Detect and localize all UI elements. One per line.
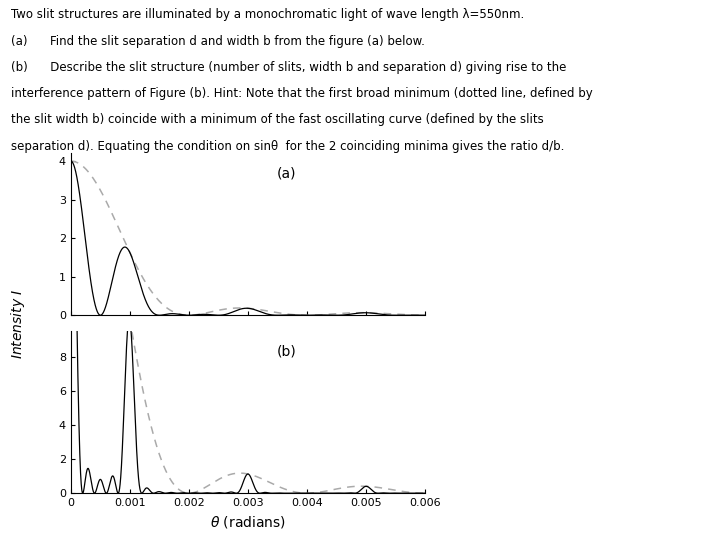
Text: separation d). Equating the condition on sinθ  for the 2 coinciding minima gives: separation d). Equating the condition on… xyxy=(11,140,564,153)
Text: (b)      Describe the slit structure (number of slits, width b and separation d): (b) Describe the slit structure (number … xyxy=(11,61,566,74)
Text: interference pattern of Figure (b). Hint: Note that the first broad minimum (dot: interference pattern of Figure (b). Hint… xyxy=(11,87,593,100)
Text: Intensity $I$: Intensity $I$ xyxy=(9,288,27,358)
X-axis label: $\theta$ (radians): $\theta$ (radians) xyxy=(210,513,286,529)
Text: the slit width b) coincide with a minimum of the fast oscillating curve (defined: the slit width b) coincide with a minimu… xyxy=(11,113,543,127)
Text: (a): (a) xyxy=(277,167,296,180)
Text: Two slit structures are illuminated by a monochromatic light of wave length λ=55: Two slit structures are illuminated by a… xyxy=(11,8,524,21)
Text: (a)      Find the slit separation d and width b from the figure (a) below.: (a) Find the slit separation d and width… xyxy=(11,35,425,48)
Text: (b): (b) xyxy=(277,344,296,358)
